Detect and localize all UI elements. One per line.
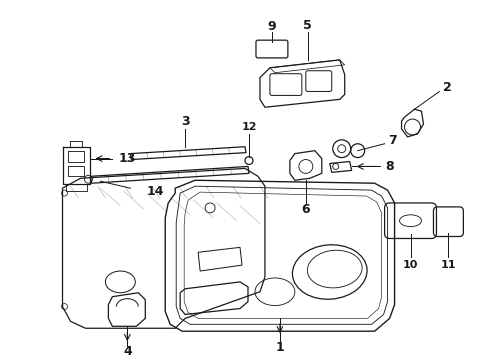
- Text: 11: 11: [440, 260, 455, 270]
- Text: 10: 10: [402, 260, 417, 270]
- Text: 3: 3: [181, 114, 189, 127]
- Text: 2: 2: [442, 81, 451, 94]
- Text: 9: 9: [267, 20, 276, 33]
- Text: 4: 4: [122, 346, 131, 359]
- Text: 8: 8: [385, 160, 393, 173]
- Text: 1: 1: [275, 342, 284, 355]
- Text: 13: 13: [119, 152, 136, 165]
- Text: 6: 6: [301, 203, 309, 216]
- Text: 14: 14: [146, 185, 163, 198]
- Text: 5: 5: [303, 19, 311, 32]
- Text: 12: 12: [241, 122, 256, 132]
- Text: 7: 7: [387, 134, 396, 147]
